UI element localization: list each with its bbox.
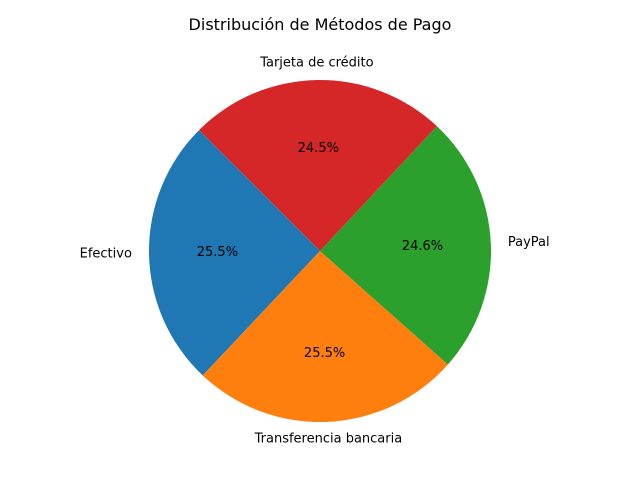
pie-slice-efectivo — [148, 130, 320, 376]
slice-label-transferencia-bancaria: Transferencia bancaria — [254, 431, 403, 446]
slice-percent-paypal: 24.6% — [402, 239, 443, 254]
slice-percent-efectivo: 25.5% — [197, 245, 238, 260]
slice-percent-tarjeta-de-credito: 24.5% — [298, 141, 339, 156]
pie-labels: Efectivo 25.5% Transferencia bancaria 25.5%… — [80, 55, 550, 446]
pie-slices — [148, 79, 492, 423]
slice-label-tarjeta-de-credito: Tarjeta de crédito — [259, 55, 373, 70]
pie-slice-paypal — [320, 126, 492, 365]
pie-slice-tarjeta-de-credito — [199, 79, 437, 252]
slice-label-efectivo: Efectivo — [80, 246, 132, 261]
slice-percent-transferencia-bancaria: 25.5% — [304, 346, 345, 361]
slice-label-paypal: PayPal — [508, 235, 550, 250]
pie-slice-transferencia-bancaria — [202, 251, 448, 423]
chart-title: Distribución de Métodos de Pago — [189, 15, 452, 34]
